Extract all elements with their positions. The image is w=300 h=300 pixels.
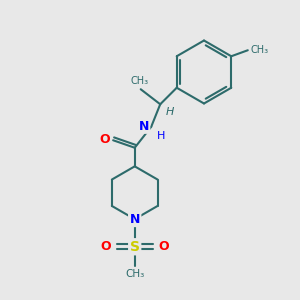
Text: O: O — [159, 240, 169, 253]
Text: O: O — [100, 240, 111, 253]
Text: N: N — [139, 120, 150, 133]
Text: H: H — [157, 131, 165, 141]
Text: O: O — [100, 133, 110, 146]
Text: CH₃: CH₃ — [250, 45, 268, 55]
Text: H: H — [166, 106, 174, 117]
Text: CH₃: CH₃ — [130, 76, 148, 86]
Text: S: S — [130, 240, 140, 254]
Text: CH₃: CH₃ — [125, 269, 144, 279]
Text: N: N — [130, 213, 140, 226]
